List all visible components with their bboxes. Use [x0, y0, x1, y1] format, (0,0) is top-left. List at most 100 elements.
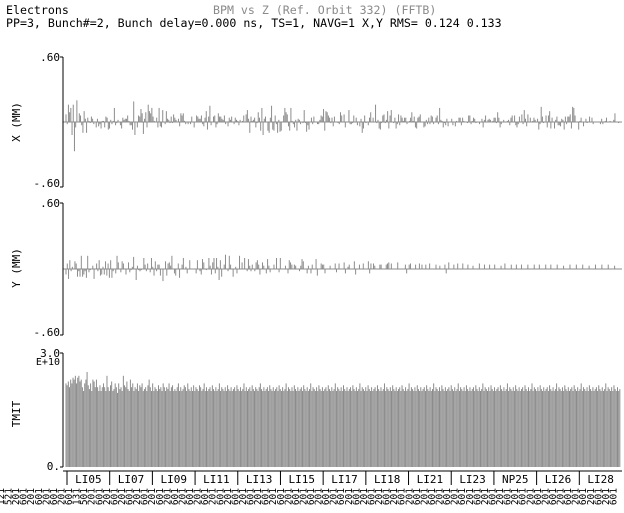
params-line: PP=3, Bunch#=2, Bunch delay=0.000 ns, TS…	[6, 17, 502, 29]
rms-y-value: 0.133	[466, 16, 502, 30]
unit-label: 201	[419, 488, 430, 505]
unit-label: 601	[306, 488, 317, 505]
unit-label: 201	[389, 488, 400, 505]
unit-label: 601	[19, 488, 30, 505]
unit-label: 521	[4, 488, 15, 505]
sector-label: LI17	[331, 473, 358, 486]
unit-label: 601	[94, 488, 105, 505]
unit-label: 201	[359, 488, 370, 505]
unit-label: 601	[215, 488, 226, 505]
unit-label: 601	[49, 488, 60, 505]
unit-label: 601	[291, 488, 302, 505]
unit-label: 601	[397, 488, 408, 505]
unit-label: 601	[261, 488, 272, 505]
sector-label: LI15	[289, 473, 316, 486]
unit-label: 601	[563, 488, 574, 505]
y-tick-exponent: E+10	[36, 357, 60, 368]
y-tick-top: .60	[40, 51, 60, 64]
sector-label: LI09	[160, 473, 187, 486]
y-tick-top: .60	[40, 197, 60, 210]
y-axis-label: TMIT	[10, 400, 23, 427]
sector-label: LI11	[203, 473, 230, 486]
unit-label: 201	[268, 488, 279, 505]
params-text: PP=3, Bunch#=2, Bunch delay=0.000 ns, TS…	[6, 16, 356, 30]
sector-label: LI21	[417, 473, 444, 486]
sector-label: LI07	[118, 473, 145, 486]
unit-label: 601	[336, 488, 347, 505]
unit-label: 601	[593, 488, 604, 505]
sector-label: LI28	[587, 473, 614, 486]
sector-label: LI13	[246, 473, 273, 486]
y-axis-label: Y (MM)	[10, 248, 23, 288]
unit-label: 201	[329, 488, 340, 505]
unit-label: 201	[178, 488, 189, 505]
beam-label: Electrons	[6, 3, 69, 17]
unit-label: 201	[495, 488, 506, 505]
panel-2: .60 -.60 Y (MM)	[10, 197, 622, 339]
unit-label: 201	[147, 488, 158, 505]
unit-label: 201	[11, 488, 22, 505]
unit-label: 201	[586, 488, 597, 505]
display-title: BPM vs Z (Ref. Orbit 332) (FFTB)	[213, 3, 437, 17]
unit-label: 601	[472, 488, 483, 505]
unit-label: 601	[140, 488, 151, 505]
sector-label: NP25	[502, 473, 529, 486]
unit-label: 201	[571, 488, 582, 505]
y-axis-label: X (MM)	[10, 102, 23, 142]
sector-label: LI18	[374, 473, 401, 486]
header: Electrons BPM vs Z (Ref. Orbit 332) (FFT…	[0, 0, 624, 34]
unit-label: 601	[457, 488, 468, 505]
unit-label: 201	[556, 488, 567, 505]
unit-label: 201	[253, 488, 264, 505]
unit-label: 201	[117, 488, 128, 505]
panel-3: 3.0 0. E+10 TMIT	[10, 347, 621, 473]
unit-label: 201	[404, 488, 415, 505]
unit-label: 201	[208, 488, 219, 505]
panel-1: .60 -.60 X (MM)	[10, 51, 622, 190]
unit-label: 601	[533, 488, 544, 505]
y-tick-bottom: -.60	[34, 326, 61, 339]
unit-label: 201	[525, 488, 536, 505]
unit-label: 121	[0, 488, 7, 505]
unit-label: 601	[503, 488, 514, 505]
unit-label: 601	[412, 488, 423, 505]
unit-label: 601	[230, 488, 241, 505]
unit-label: 201	[510, 488, 521, 505]
y-tick-bottom: 0.	[47, 460, 60, 473]
unit-label: 201	[540, 488, 551, 505]
unit-label: 201	[57, 488, 68, 505]
unit-label: 201	[132, 488, 143, 505]
unit-label: 201	[465, 488, 476, 505]
unit-label: 601	[321, 488, 332, 505]
rms-label: X,Y RMS=	[362, 16, 418, 30]
unit-label: 201	[374, 488, 385, 505]
sector-label: LI26	[545, 473, 572, 486]
unit-label: 201	[87, 488, 98, 505]
unit-label: 201	[223, 488, 234, 505]
unit-label: 601	[125, 488, 136, 505]
unit-label: 201	[102, 488, 113, 505]
unit-label: 601	[351, 488, 362, 505]
rms-x-value: 0.124	[424, 16, 460, 30]
unit-label: 201	[435, 488, 446, 505]
unit-label: 201	[450, 488, 461, 505]
sector-label: LI05	[75, 473, 102, 486]
unit-label: 601	[382, 488, 393, 505]
unit-label: 201	[601, 488, 612, 505]
unit-label: 601	[548, 488, 559, 505]
sector-label: LI23	[459, 473, 486, 486]
unit-label: 601	[155, 488, 166, 505]
unit-label: 201	[193, 488, 204, 505]
unit-label: 601	[185, 488, 196, 505]
unit-label: 601	[578, 488, 589, 505]
unit-label: 201	[314, 488, 325, 505]
unit-label: 601	[518, 488, 529, 505]
unit-label: 201	[162, 488, 173, 505]
unit-label: 201	[41, 488, 52, 505]
unit-label: 601	[34, 488, 45, 505]
unit-label: 601	[427, 488, 438, 505]
unit-label: 201	[283, 488, 294, 505]
unit-label: 601	[276, 488, 287, 505]
unit-label: 201	[344, 488, 355, 505]
